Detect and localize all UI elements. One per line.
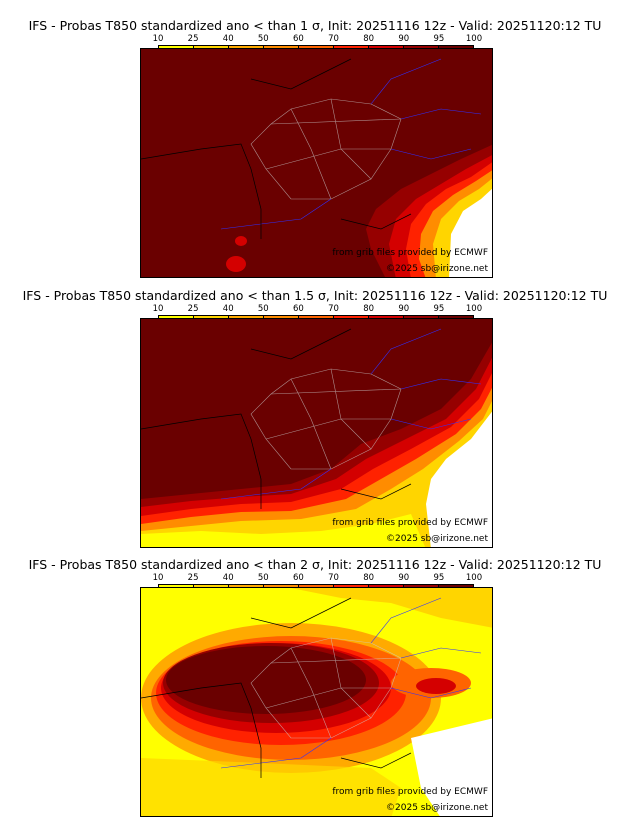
department-borders [250,637,402,739]
map-panel-1: IFS - Probas T850 standardized ano < tha… [0,18,630,288]
colorbar-tick: 10 [152,34,164,44]
map-panel-3: IFS - Probas T850 standardized ano < tha… [0,557,630,827]
probability-field [141,588,492,816]
source-credit: from grib files provided by ECMWF [332,787,488,797]
copyright-credit: ©2025 sb@irizone.net [386,803,488,813]
probability-map: from grib files provided by ECMWF ©2025 … [140,48,493,278]
colorbar-tick: 70 [328,304,339,314]
source-credit: from grib files provided by ECMWF [332,248,488,258]
colorbar-tick: 60 [293,34,304,44]
source-credit: from grib files provided by ECMWF [332,518,488,528]
panel-title: IFS - Probas T850 standardized ano < tha… [28,18,602,33]
coastlines [141,328,412,509]
colorbar-tick: 80 [363,573,375,583]
colorbar-tick: 10 [152,304,164,314]
colorbar-tick: 80 [363,34,375,44]
colorbar-tick: 10 [152,573,164,583]
colorbar-tick: 70 [328,573,339,583]
colorbar-tick: 95 [433,573,445,583]
panel-title: IFS - Probas T850 standardized ano < tha… [22,288,608,303]
country-borders [220,597,482,769]
colorbar-tick: 80 [363,304,375,314]
country-borders [220,58,482,230]
country-borders [220,328,482,500]
colorbar-tick: 40 [222,304,234,314]
map-panel-2: IFS - Probas T850 standardized ano < tha… [0,288,630,558]
colorbar-tick: 100 [465,573,483,583]
colorbar-tick: 25 [187,34,199,44]
colorbar-tick: 40 [222,573,234,583]
coastlines [141,58,412,239]
colorbar-tick: 60 [293,304,304,314]
department-borders [250,98,402,200]
colorbar-tick: 95 [433,304,445,314]
colorbar-tick: 50 [257,304,269,314]
probability-field [141,49,492,277]
colorbar-tick: 100 [465,304,483,314]
colorbar-tick: 40 [222,34,234,44]
coastlines [141,597,412,778]
colorbar-tick: 90 [398,34,410,44]
copyright-credit: ©2025 sb@irizone.net [386,264,488,274]
colorbar-tick: 90 [398,304,410,314]
department-borders [250,368,402,470]
colorbar-tick: 50 [257,34,269,44]
colorbar-tick: 90 [398,573,410,583]
probability-map: from grib files provided by ECMWF ©2025 … [140,318,493,548]
colorbar-tick: 25 [187,304,199,314]
colorbar-tick: 25 [187,573,199,583]
probability-map: from grib files provided by ECMWF ©2025 … [140,587,493,817]
colorbar-tick: 50 [257,573,269,583]
probability-field [141,319,492,547]
colorbar-tick: 95 [433,34,445,44]
colorbar-tick: 70 [328,34,339,44]
colorbar-tick: 60 [293,573,304,583]
copyright-credit: ©2025 sb@irizone.net [386,534,488,544]
panel-title: IFS - Probas T850 standardized ano < tha… [28,557,602,572]
colorbar-tick: 100 [465,34,483,44]
